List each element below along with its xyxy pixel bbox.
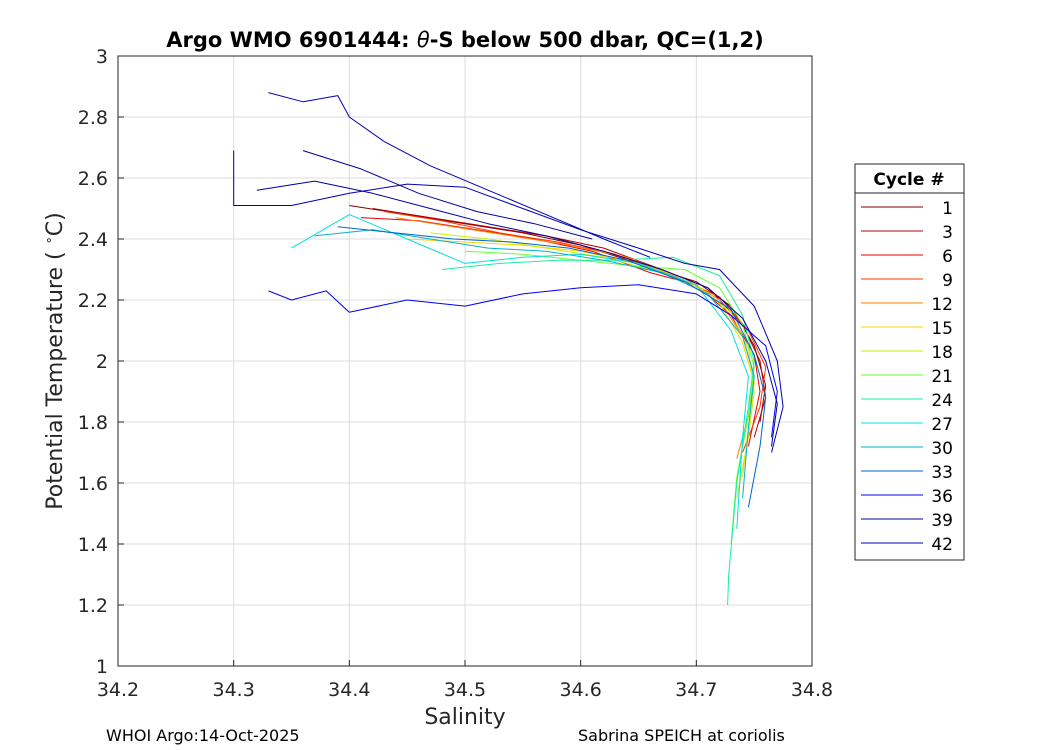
series-line-cycle-6 — [360, 217, 761, 447]
legend-label: 36 — [931, 487, 953, 507]
x-tick-label: 34.7 — [675, 679, 717, 701]
x-tick-label: 34.8 — [791, 679, 833, 701]
legend-label: 30 — [931, 439, 953, 459]
series-line-cycle-21 — [464, 250, 755, 545]
legend-label: 39 — [931, 511, 953, 531]
chart-title: Argo WMO 6901444: θ-S below 500 dbar, QC… — [166, 28, 763, 52]
legend-label: 6 — [942, 247, 953, 267]
series-line-cycle-42b — [268, 92, 651, 258]
legend-label: 42 — [931, 535, 953, 555]
legend-label: 9 — [942, 271, 953, 291]
x-axis-ticks: 34.2 34.3 34.4 34.5 34.6 34.7 34.8 — [97, 660, 833, 701]
series-line-cycle-39 — [256, 180, 778, 447]
y-tick-label: 1.6 — [78, 473, 108, 495]
series-line-cycle-9 — [383, 211, 767, 453]
legend-label: 3 — [942, 223, 953, 243]
series-line-cycle-24 — [441, 256, 755, 606]
series-line-cycle-27 — [291, 214, 749, 529]
legend-box — [854, 163, 965, 561]
x-tick-label: 34.6 — [560, 679, 602, 701]
series-line-cycle-30 — [314, 229, 755, 499]
y-tick-label: 2 — [96, 351, 108, 373]
y-tick-label: 3 — [96, 46, 108, 68]
y-tick-label: 2.6 — [78, 168, 108, 190]
y-tick-label: 1.8 — [78, 412, 108, 434]
x-axis-label: Salinity — [424, 705, 505, 730]
legend-label: 12 — [931, 295, 953, 315]
x-tick-label: 34.4 — [328, 679, 370, 701]
series-line-cycle-36 — [268, 284, 778, 438]
legend-label: 18 — [931, 343, 953, 363]
series-line-cycle-33 — [337, 226, 767, 508]
y-axis-label: Potential Temperature ( ∘C) — [42, 212, 68, 509]
x-tick-label: 34.2 — [97, 679, 139, 701]
footer-left: WHOI Argo:14-Oct-2025 — [106, 726, 300, 745]
legend-label: 1 — [942, 199, 953, 219]
footer-right: Sabrina SPEICH at coriolis — [578, 726, 785, 745]
legend-label: 15 — [931, 319, 953, 339]
legend-label: 21 — [931, 367, 953, 387]
y-tick-label: 2.8 — [78, 107, 108, 129]
series-line-cycle-42 — [233, 150, 784, 453]
legend-title: Cycle # — [873, 170, 944, 190]
y-tick-label: 2.2 — [78, 290, 108, 312]
y-tick-label: 1.2 — [78, 595, 108, 617]
y-tick-label: 1.4 — [78, 534, 108, 556]
y-tick-label: 2.4 — [78, 229, 108, 251]
y-tick-label: 1 — [96, 656, 108, 678]
legend-label: 33 — [931, 463, 953, 483]
x-tick-label: 34.3 — [213, 679, 255, 701]
series-line-cycle-39b — [302, 150, 593, 240]
y-axis-ticks: 1 1.2 1.4 1.6 1.8 2 2.2 2.4 2.6 2.8 3 — [78, 46, 124, 678]
legend-label: 27 — [931, 415, 953, 435]
series-lines — [233, 92, 784, 606]
x-tick-label: 34.5 — [444, 679, 486, 701]
legend-label: 24 — [931, 391, 953, 411]
